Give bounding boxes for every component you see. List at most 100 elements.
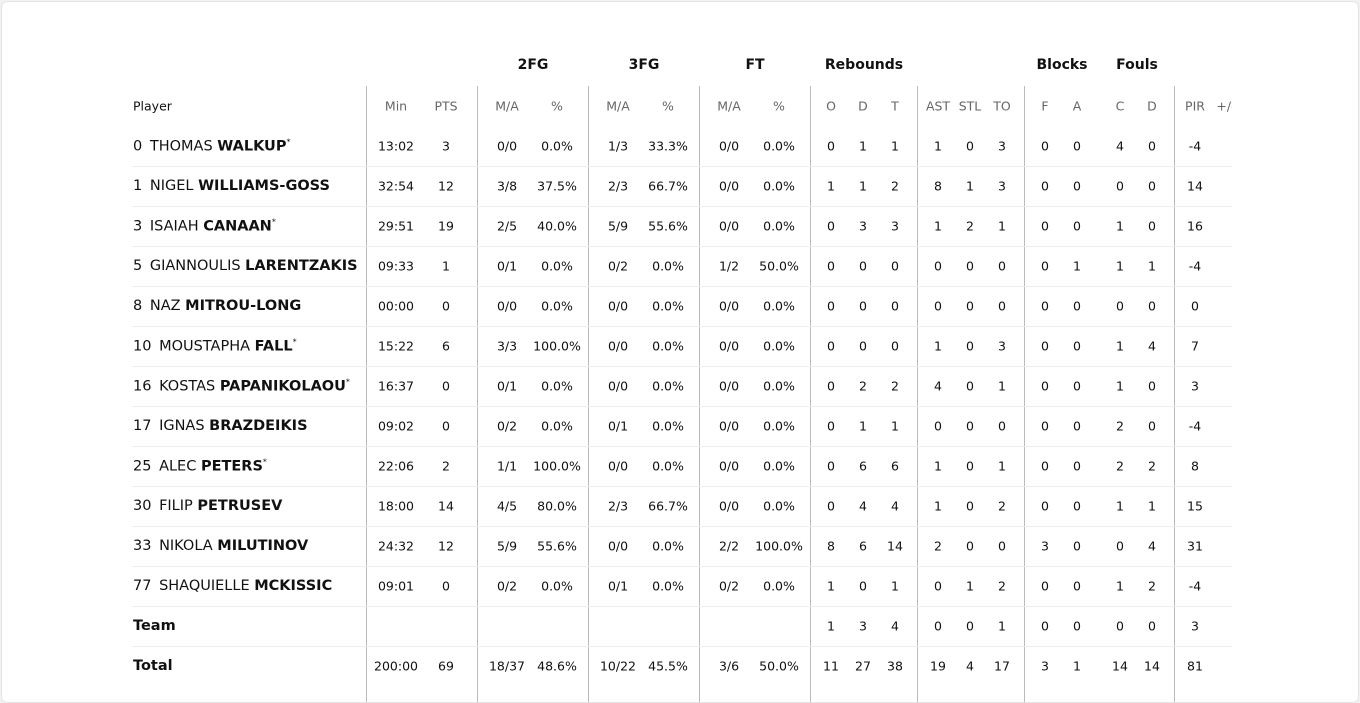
stat-cell: 0.0%: [763, 298, 795, 314]
stat-cell: 2: [891, 178, 899, 194]
player-first-name: MOUSTAPHA: [159, 338, 251, 355]
stat-cell: 0: [827, 218, 835, 234]
stat-cell: 0: [1041, 138, 1049, 154]
stat-cell: 0: [1148, 298, 1156, 314]
stat-cell: 0/0: [718, 298, 740, 314]
stat-cell: 0: [827, 138, 835, 154]
stat-cell: 0: [827, 378, 835, 394]
column-header: A: [1072, 98, 1082, 114]
stat-cell: 0: [966, 378, 974, 394]
stat-cell: 0: [442, 378, 450, 394]
column-header: M/A: [606, 98, 630, 114]
stat-cell: 1: [1073, 258, 1081, 274]
stat-cell: 4: [1116, 138, 1124, 154]
row-divider: [132, 206, 1232, 207]
stat-cell: 22:06: [377, 458, 415, 474]
stat-cell: 1: [1148, 258, 1156, 274]
stat-cell: 0: [934, 258, 942, 274]
stat-cell: 4: [891, 498, 899, 514]
stat-cell: 0/1: [607, 578, 629, 594]
stat-cell: 16: [1187, 218, 1203, 234]
stat-cell: 10/22: [599, 658, 637, 674]
column-header: Player: [133, 98, 172, 114]
stat-cell: 18/37: [488, 658, 526, 674]
stat-cell: 0: [998, 538, 1006, 554]
stat-cell: 81: [1187, 658, 1203, 674]
stat-cell: 40.0%: [537, 218, 577, 234]
player-last-name: WALKUP: [217, 138, 287, 155]
stat-cell: 2: [1116, 418, 1124, 434]
stat-cell: 0.0%: [541, 418, 573, 434]
stat-cell: 0: [966, 138, 974, 154]
column-header: %: [662, 98, 674, 114]
stat-cell: 14: [1187, 178, 1203, 194]
stat-cell: 2: [966, 218, 974, 234]
stat-cell: 13:02: [377, 138, 415, 154]
row-divider: [132, 166, 1232, 167]
stat-cell: 1: [1116, 258, 1124, 274]
column-divider: [366, 86, 367, 702]
stat-cell: 4: [891, 618, 899, 634]
group-header: Blocks: [1036, 57, 1088, 73]
stat-cell: 0: [966, 498, 974, 514]
stat-cell: 27: [855, 658, 871, 674]
stat-cell: 0: [934, 298, 942, 314]
stat-cell: 1/2: [718, 258, 740, 274]
stat-cell: 0/0: [607, 378, 629, 394]
stat-cell: 1: [966, 178, 974, 194]
stat-cell: 19: [438, 218, 454, 234]
stat-cell: 100.0%: [533, 458, 581, 474]
stat-cell: 0: [1041, 218, 1049, 234]
stat-cell: 0: [1073, 538, 1081, 554]
stat-cell: 0.0%: [763, 178, 795, 194]
stat-cell: 0: [934, 618, 942, 634]
stat-cell: 0: [1073, 378, 1081, 394]
row-divider: [132, 446, 1232, 447]
stat-cell: 0: [1148, 178, 1156, 194]
player-cell: 0 THOMAS WALKUP*: [133, 138, 290, 155]
stat-cell: 0: [966, 618, 974, 634]
player-first-name: FILIP: [159, 498, 193, 514]
player-last-name: MITROU-LONG: [185, 298, 302, 314]
stat-cell: 37.5%: [537, 178, 577, 194]
stat-cell: 2: [998, 578, 1006, 594]
stat-cell: 0: [1041, 618, 1049, 634]
stat-cell: 200:00: [374, 658, 418, 674]
stat-cell: 4/5: [496, 498, 518, 514]
stat-cell: 1: [998, 618, 1006, 634]
stat-cell: 0: [827, 498, 835, 514]
stat-cell: 80.0%: [537, 498, 577, 514]
player-first-name: NIKOLA: [159, 538, 213, 554]
stat-cell: 0: [966, 458, 974, 474]
stat-cell: 0.0%: [763, 138, 795, 154]
stat-cell: 0.0%: [652, 378, 684, 394]
row-divider: [132, 406, 1232, 407]
stat-cell: 0.0%: [652, 458, 684, 474]
stat-cell: 0: [891, 338, 899, 354]
stat-cell: 0/0: [607, 338, 629, 354]
stat-cell: 0: [1073, 178, 1081, 194]
stat-cell: 3/3: [496, 338, 518, 354]
stat-cell: -4: [1188, 138, 1202, 154]
stat-cell: 1: [859, 178, 867, 194]
column-header: D: [1147, 98, 1157, 114]
column-header: T: [891, 98, 899, 114]
stat-cell: 3: [442, 138, 450, 154]
column-divider: [917, 86, 918, 702]
stat-cell: 1: [934, 138, 942, 154]
box-score-table: 2FG 3FG FT Rebounds Blocks Fouls Player Min PTS M…: [2, 2, 1232, 702]
stat-cell: 2/3: [607, 498, 629, 514]
stat-cell: 2: [442, 458, 450, 474]
row-divider: [132, 566, 1232, 567]
player-number: 0: [133, 138, 143, 155]
player-number: 33: [133, 538, 152, 554]
stat-cell: 0.0%: [763, 378, 795, 394]
stat-cell: 69: [438, 658, 454, 674]
player-number: 30: [133, 498, 152, 514]
stat-cell: 0: [1041, 258, 1049, 274]
stat-cell: 19: [930, 658, 946, 674]
stat-cell: 32:54: [377, 178, 415, 194]
row-divider: [132, 526, 1232, 527]
stat-cell: 0: [1041, 338, 1049, 354]
column-header: +/-: [1216, 98, 1232, 114]
